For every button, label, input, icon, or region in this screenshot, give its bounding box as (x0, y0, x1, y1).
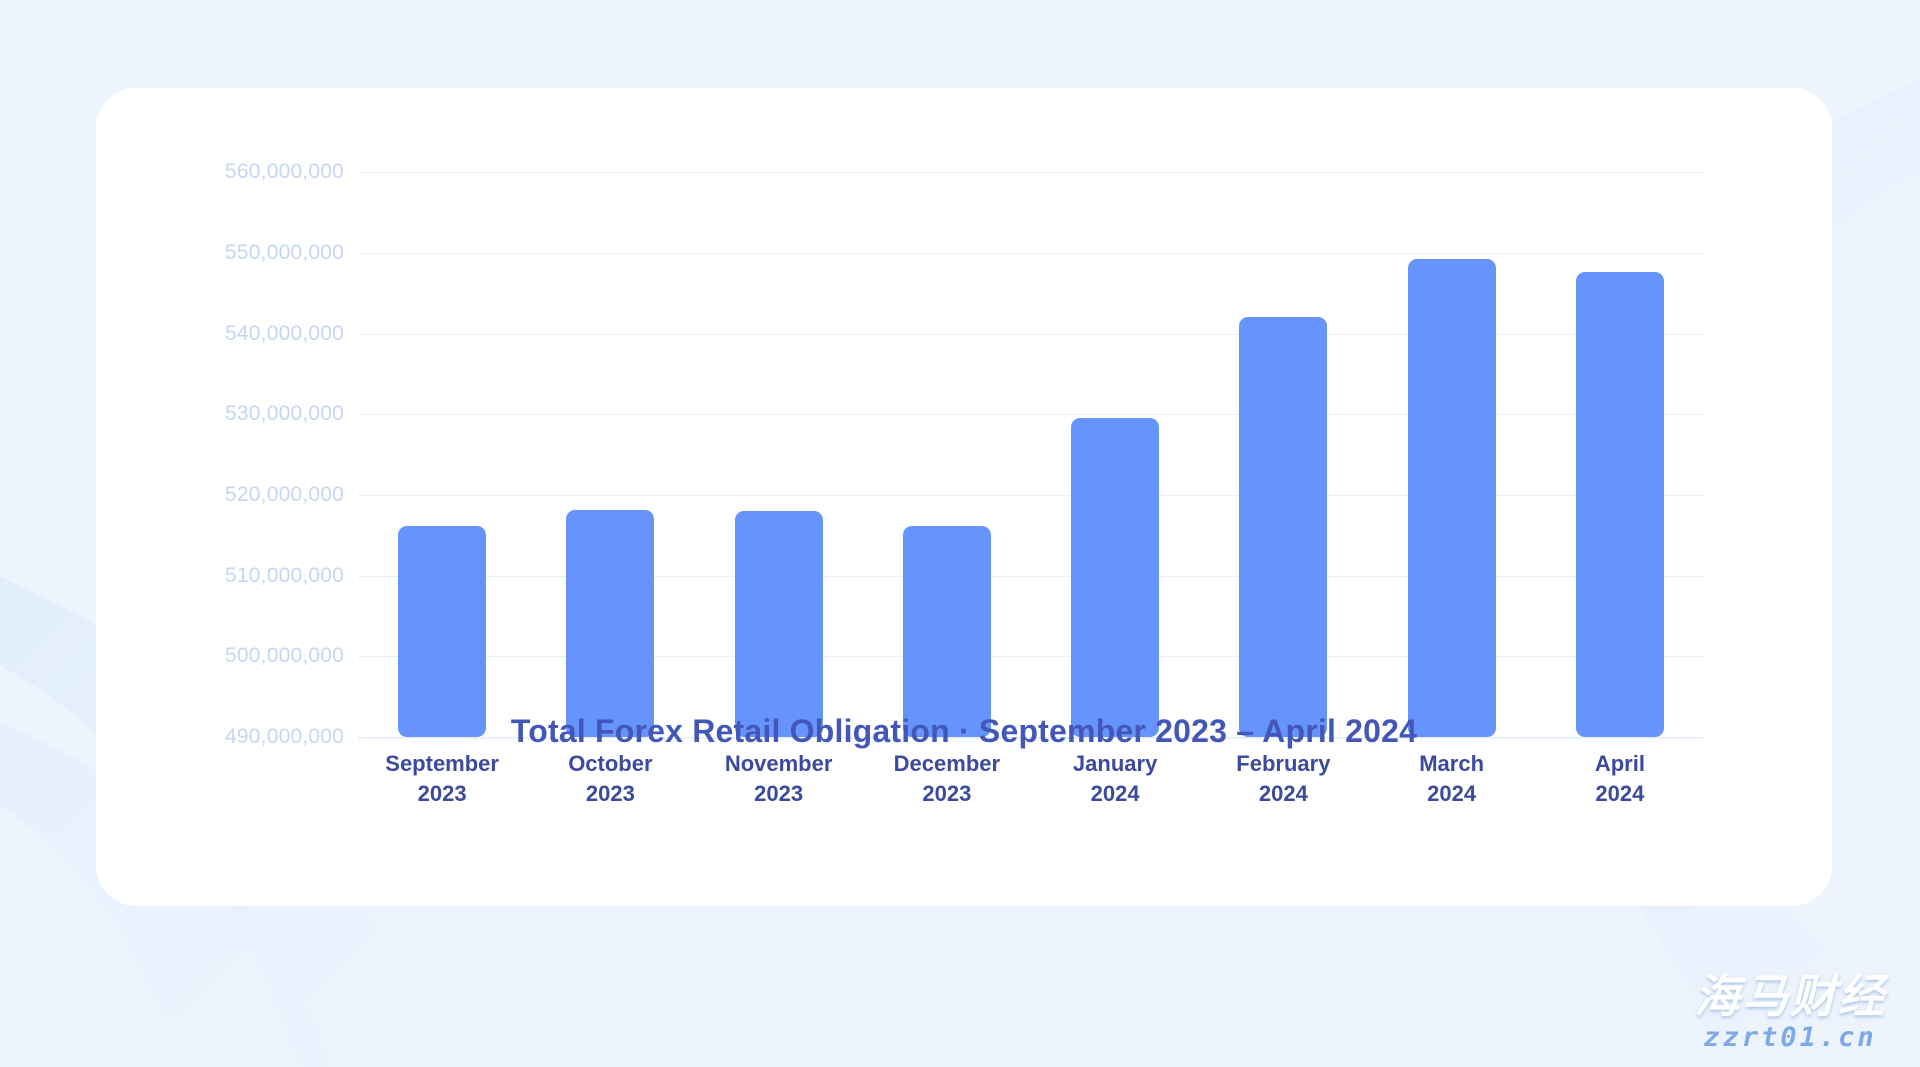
bar[interactable] (734, 511, 823, 737)
x-axis-tick-year: 2024 (1427, 780, 1477, 806)
x-axis-tick-label: January 2024 (1031, 749, 1199, 808)
x-axis-tick-year: 2023 (585, 780, 635, 806)
y-axis-tick-label: 510,000,000 (225, 563, 344, 587)
bar-slot (566, 510, 655, 737)
x-axis-tick-year: 2024 (1258, 780, 1308, 806)
chart-title: Total Forex Retail Obligation · Septembe… (510, 713, 1418, 749)
gridline (358, 656, 1704, 658)
x-axis-tick-month: October (568, 751, 653, 776)
bars-layer (358, 88, 1704, 906)
bar-slot (1575, 272, 1664, 737)
y-axis-tick-label: 500,000,000 (225, 644, 344, 668)
gridline (358, 414, 1704, 416)
x-axis-tick-month: April (1594, 751, 1645, 776)
bar[interactable] (1575, 272, 1664, 737)
y-axis-tick-label: 520,000,000 (225, 482, 344, 506)
bar[interactable] (902, 526, 991, 737)
y-axis-tick-label: 540,000,000 (225, 321, 344, 345)
gridline (358, 333, 1704, 335)
x-axis-tick-year: 2024 (1090, 780, 1140, 806)
x-axis-tick-month: November (724, 751, 833, 776)
gridline (358, 575, 1704, 577)
bar[interactable] (1071, 417, 1160, 737)
bar-slot (902, 526, 991, 737)
bar[interactable] (566, 510, 655, 737)
bar[interactable] (398, 525, 487, 737)
watermark-url: zzrt01.cn (1703, 1022, 1877, 1053)
x-axis-tick-month: February (1236, 751, 1331, 776)
x-axis-tick-label: October 2023 (526, 749, 694, 808)
x-axis-tick-month: March (1419, 751, 1485, 776)
watermark-brand: 海马财经 (1694, 968, 1886, 1023)
gridline (358, 172, 1704, 174)
bar[interactable] (1239, 317, 1328, 737)
bar-slot (1071, 417, 1160, 737)
x-axis-tick-label: December 2023 (863, 749, 1031, 808)
bar-slot (1407, 258, 1496, 737)
x-axis-tick-year: 2024 (1595, 780, 1645, 806)
watermark: 海马财经 zzrt01.cn (1694, 968, 1886, 1053)
y-axis-tick-label: 560,000,000 (225, 160, 344, 184)
x-axis-tick-year: 2023 (754, 780, 804, 806)
gridline (358, 737, 1704, 739)
gridline (358, 252, 1704, 254)
plot-area: 560,000,000 550,000,000 540,000,000 530,000… (96, 88, 1832, 906)
x-axis-tick-label: April 2024 (1536, 749, 1704, 808)
y-axis-tick-label: 550,000,000 (225, 240, 344, 264)
y-axis-tick-label: 530,000,000 (225, 402, 344, 426)
bar-slot (1239, 317, 1328, 737)
x-axis-tick-year: 2023 (922, 780, 972, 806)
gridline (358, 494, 1704, 496)
x-axis-tick-label: March 2024 (1368, 749, 1536, 808)
x-axis-tick-month: September (385, 751, 499, 776)
x-axis-tick-month: December (893, 751, 1001, 776)
x-axis-tick-label: February 2024 (1199, 749, 1367, 808)
x-axis-tick-month: January (1072, 751, 1158, 776)
bar[interactable] (1407, 258, 1496, 737)
bar-slot (398, 525, 487, 737)
chart-card: 560,000,000 550,000,000 540,000,000 530,000… (96, 88, 1832, 906)
x-axis-tick-label: September 2023 (358, 749, 526, 808)
bar-slot (734, 511, 823, 737)
x-axis-tick-year: 2023 (417, 780, 467, 806)
x-axis-tick-label: November 2023 (695, 749, 863, 808)
